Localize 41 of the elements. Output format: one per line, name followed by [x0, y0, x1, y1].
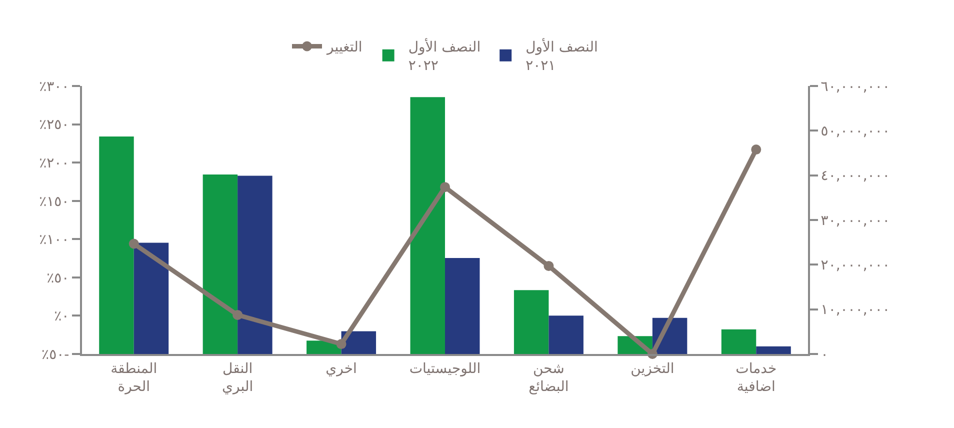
y2-tick-label: ٠: [820, 346, 828, 363]
y-tick-label: ٪٣٠٠: [39, 78, 70, 95]
legend-label: التغيير: [326, 40, 362, 56]
x-tick-label: اللوجيستيات: [409, 360, 481, 377]
y2-tick-label: ٢٠,٠٠٠,٠٠٠: [820, 258, 890, 274]
bar: [756, 346, 791, 354]
bar: [134, 242, 169, 354]
y2-tick-label: ٥٠,٠٠٠,٠٠٠: [820, 124, 890, 140]
point: [544, 260, 554, 271]
point: [336, 339, 346, 350]
y-tick-label: ٪٥٠: [46, 270, 70, 286]
point: [232, 310, 243, 320]
x-tick-label: المنطقة الحرة: [110, 360, 158, 395]
bar: [238, 176, 272, 354]
y-tick-label: ٪٠: [54, 308, 70, 325]
legend-label: النصف الأول ٢٠٢١: [526, 38, 598, 74]
x-tick-label: النقل البري: [222, 360, 254, 395]
point: [751, 144, 762, 155]
bar: [202, 174, 238, 354]
y2-tick-label: ٤٠,٠٠٠,٠٠٠: [820, 168, 890, 184]
y2-tick-label: ٦٠,٠٠٠,٠٠٠: [820, 78, 890, 95]
point: [128, 238, 139, 249]
point: [440, 182, 450, 192]
y-tick-label: ٪٢٥٠: [39, 117, 70, 134]
bar: [721, 329, 756, 354]
y-tick-label: ٪٢٠٠: [39, 155, 70, 172]
x-tick-label: اخري: [326, 360, 357, 377]
x-tick-label: خدمات اضافية: [736, 360, 777, 395]
bar: [445, 258, 480, 354]
bar: [514, 290, 549, 354]
x-tick-label: التخزين: [630, 360, 674, 377]
y-tick-label: ٪١٠٠: [39, 232, 70, 248]
y2-tick-label: ١٠,٠٠٠,٠٠٠: [820, 302, 890, 318]
y-tick-label: ٪١٥٠: [39, 194, 70, 210]
x-tick-label: شحن البضائع: [528, 360, 569, 395]
bar: [410, 97, 445, 354]
bar: [99, 136, 134, 354]
bar: [548, 316, 584, 354]
y-tick-label: ٪٥٠-: [42, 346, 70, 363]
y2-tick-label: ٣٠,٠٠٠,٠٠٠: [820, 212, 890, 229]
legend-label: النصف الأول ٢٠٢٢: [408, 38, 481, 74]
